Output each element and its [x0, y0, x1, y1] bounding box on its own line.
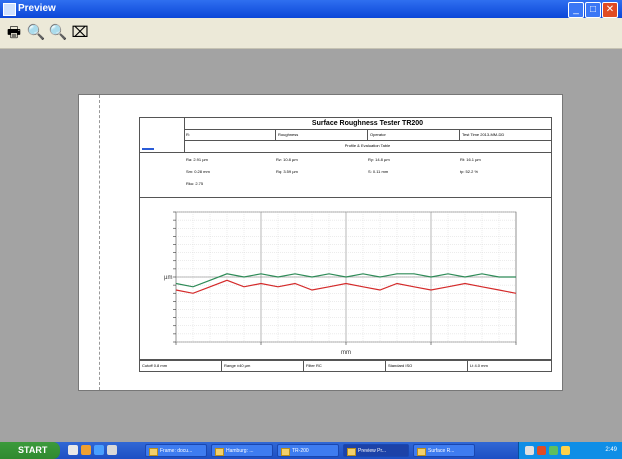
parameter-block: Ra: 2.91 µm Rz: 10.8 µm Ry: 14.8 µm Rt: … — [139, 153, 552, 198]
title-bar: Preview _ □ ✕ — [0, 0, 622, 18]
zoom-in-icon[interactable]: 🔍 — [26, 24, 46, 41]
x-axis-label: mm — [341, 350, 351, 356]
taskbar-item-active[interactable]: Preview Pr... — [343, 444, 409, 457]
param-value: Rku: 2.75 — [186, 181, 204, 186]
footer-cell: Cutoff 0.8 mm — [140, 360, 222, 371]
param-value: Rz: 10.8 µm — [276, 157, 298, 162]
quicklaunch-browser-icon[interactable] — [94, 445, 104, 455]
taskbar-item[interactable]: Hamburg: ... — [211, 444, 273, 457]
param-value: tp: 52.2 % — [460, 169, 479, 174]
start-button[interactable]: START — [0, 442, 60, 459]
window-title: Preview — [18, 3, 56, 14]
header-cell: Roughness — [276, 129, 368, 140]
taskbar-item-label: Hamburg: ... — [226, 448, 254, 454]
param-value: Rq: 3.59 µm — [276, 169, 298, 174]
folder-icon — [149, 448, 158, 456]
param-value: Sm: 0.28 mm — [186, 169, 210, 174]
logo-placeholder — [140, 118, 185, 152]
report-header: Surface Roughness Tester TR200 R: Roughn… — [139, 117, 552, 153]
param-value: Rt: 16.1 µm — [460, 157, 481, 162]
quicklaunch-app-icon[interactable] — [107, 445, 117, 455]
footer-cell: Lt 4.0 mm — [470, 363, 488, 368]
taskbar-item[interactable]: TR-200 — [277, 444, 339, 457]
report-page: Surface Roughness Tester TR200 R: Roughn… — [78, 94, 563, 391]
quicklaunch-explorer-icon[interactable] — [81, 445, 91, 455]
close-button[interactable]: ✕ — [602, 2, 618, 18]
toolbar: 🖶 🔍 🔍 ⌧ — [0, 18, 622, 49]
taskbar-item-label: Surface R... — [428, 448, 455, 454]
zoom-out-icon[interactable]: 🔍 — [48, 24, 68, 41]
header-subtitle: Profile & Evaluation Table — [344, 143, 391, 148]
app-icon — [3, 3, 16, 16]
preview-workspace: Surface Roughness Tester TR200 R: Roughn… — [0, 49, 622, 442]
taskbar: START Frame: docu... Hamburg: ... TR-200… — [0, 442, 622, 459]
taskbar-item-label: Preview Pr... — [358, 448, 387, 454]
quicklaunch-desktop-icon[interactable] — [68, 445, 78, 455]
logo-bar — [142, 148, 154, 150]
taskbar-item-label: TR-200 — [292, 448, 309, 454]
clock: 2:49 — [605, 447, 617, 453]
taskbar-item-label: Frame: docu... — [160, 448, 193, 454]
tray-app-icon[interactable] — [549, 446, 558, 455]
param-value: Ra: 2.91 µm — [186, 157, 208, 162]
y-axis-label: µm — [164, 275, 172, 281]
taskbar-item[interactable]: Frame: docu... — [145, 444, 207, 457]
page-setup-icon[interactable]: ⌧ — [71, 24, 89, 41]
header-cell: R: — [184, 129, 276, 140]
tray-network-icon[interactable] — [525, 446, 534, 455]
app-window-icon — [347, 448, 356, 456]
print-icon[interactable]: 🖶 — [6, 24, 22, 41]
header-info-row: R: Roughness Operator Test Time 2013-MM-… — [184, 129, 551, 141]
header-cell: Test Time 2013-MM-DD — [462, 132, 505, 137]
report-footer: Cutoff 0.8 mm Range ±40 µm Filter RC Sta… — [139, 359, 552, 372]
taskbar-item[interactable]: Surface R... — [413, 444, 475, 457]
minimize-button[interactable]: _ — [568, 2, 584, 18]
profile-chart: µm mm — [139, 197, 552, 361]
header-cell: Operator — [368, 129, 460, 140]
page-margin-line — [99, 95, 100, 390]
system-tray: 2:49 — [518, 442, 622, 459]
series-line-1 — [175, 279, 517, 294]
footer-cell: Standard ISO — [386, 360, 468, 371]
maximize-button[interactable]: □ — [585, 2, 601, 18]
param-value: S: 0.11 mm — [368, 169, 389, 174]
folder-icon — [215, 448, 224, 456]
app-window-icon — [417, 448, 426, 456]
tray-volume-icon[interactable] — [561, 446, 570, 455]
app-window-icon — [281, 448, 290, 456]
param-value: Ry: 14.8 µm — [368, 157, 390, 162]
footer-cell: Filter RC — [304, 360, 386, 371]
footer-cell: Range ±40 µm — [222, 360, 304, 371]
series-line-0 — [175, 273, 516, 288]
profile-chart-svg: µm mm — [164, 211, 517, 356]
tray-security-icon[interactable] — [537, 446, 546, 455]
